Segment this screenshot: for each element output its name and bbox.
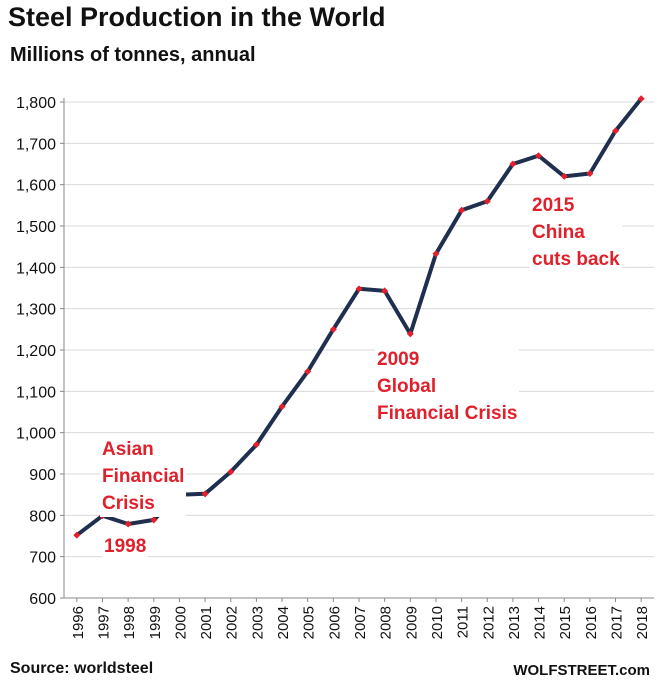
data-point [637, 95, 645, 103]
data-point [381, 287, 389, 295]
data-point [483, 197, 491, 205]
y-tick-label: 1,600 [16, 178, 56, 195]
x-tick-label: 2001 [198, 606, 215, 639]
x-tick-label: 2000 [172, 606, 189, 639]
data-point [201, 490, 209, 498]
x-tick-label: 2016 [583, 606, 600, 639]
data-point [124, 520, 132, 528]
x-tick-label: 1997 [95, 606, 112, 639]
annotation-2009-crisis: 2009 Global Financial Crisis [375, 346, 520, 427]
x-tick-label: 2004 [275, 606, 292, 639]
y-tick-label: 600 [29, 591, 56, 608]
x-tick-label: 1996 [70, 606, 87, 639]
x-tick-label: 2015 [557, 606, 574, 639]
y-tick-label: 700 [29, 550, 56, 567]
annotation-asian-crisis: Asian Financial Crisis [100, 436, 187, 517]
annotation-2015-china: 2015 China cuts back [530, 192, 622, 273]
data-point [329, 325, 337, 333]
data-point [355, 285, 363, 293]
x-tick-label: 2007 [352, 606, 369, 639]
data-point [560, 172, 568, 180]
data-point [150, 516, 158, 524]
x-tick-label: 2006 [326, 606, 343, 639]
y-tick-label: 1,400 [16, 260, 56, 277]
x-tick-label: 1999 [147, 606, 164, 639]
y-tick-label: 1,200 [16, 343, 56, 360]
x-tick-label: 2011 [455, 606, 472, 638]
source-note: Source: worldsteel [10, 660, 154, 677]
data-point [535, 152, 543, 160]
data-point [612, 127, 620, 135]
y-tick-label: 1,100 [16, 384, 56, 401]
y-tick-label: 1,800 [16, 95, 56, 112]
x-tick-label: 2002 [224, 606, 241, 639]
y-tick-label: 900 [29, 467, 56, 484]
data-point [304, 367, 312, 375]
data-point [458, 206, 466, 214]
data-point [278, 403, 286, 411]
data-point [227, 468, 235, 476]
data-point [509, 160, 517, 168]
annotation-1998: 1998 [102, 533, 149, 560]
chart-title: Steel Production in the World [8, 2, 386, 32]
data-point [252, 441, 260, 449]
y-tick-label: 1,300 [16, 302, 56, 319]
y-tick-label: 1,500 [16, 219, 56, 236]
x-tick-label: 2013 [506, 606, 523, 639]
brand-logo-text: WOLFSTREET.com [513, 662, 650, 679]
x-tick-label: 2003 [249, 606, 266, 639]
x-tick-label: 2008 [378, 606, 395, 639]
x-tick-label: 2010 [429, 606, 446, 639]
x-tick-label: 2009 [403, 606, 420, 639]
x-tick-label: 1998 [121, 606, 138, 639]
x-tick-label: 2005 [301, 606, 318, 639]
y-tick-label: 1,000 [16, 426, 56, 443]
chart-subtitle: Millions of tonnes, annual [10, 44, 256, 66]
x-tick-label: 2018 [634, 606, 651, 639]
data-point [432, 250, 440, 258]
data-point [73, 531, 81, 539]
y-tick-label: 1,700 [16, 136, 56, 153]
x-tick-label: 2017 [609, 606, 626, 639]
data-point [586, 170, 594, 178]
data-point [406, 330, 414, 338]
y-tick-label: 800 [29, 508, 56, 525]
x-tick-label: 2012 [480, 606, 497, 639]
x-tick-label: 2014 [532, 606, 549, 639]
